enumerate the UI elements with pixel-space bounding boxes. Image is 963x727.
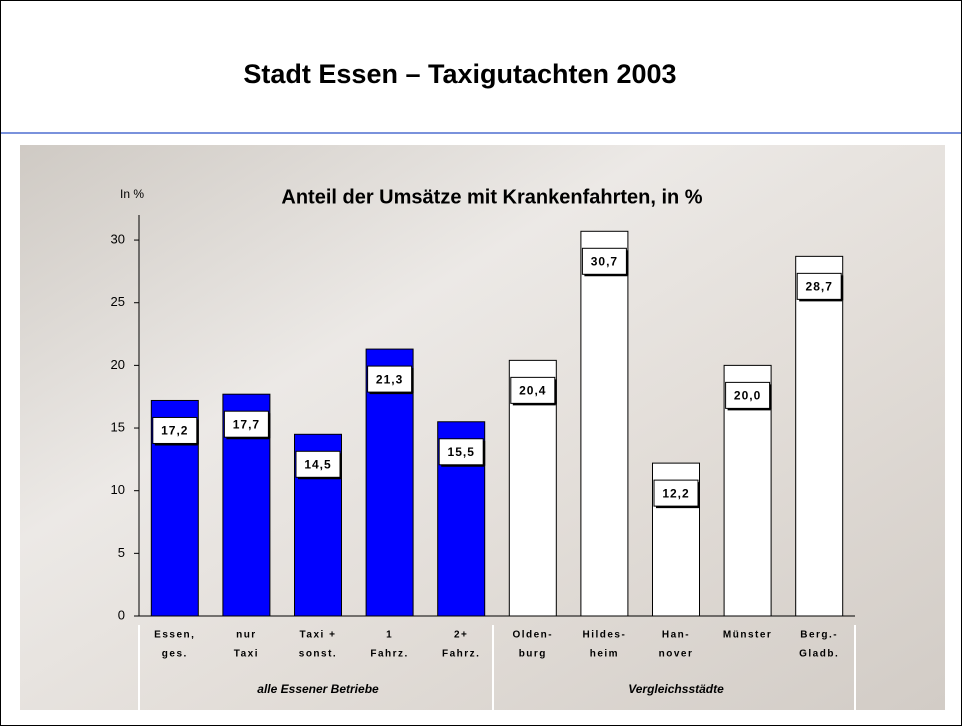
x-tick-label: burg — [519, 649, 547, 660]
x-tick-label: Taxi + — [300, 630, 337, 641]
chart-title: Anteil der Umsätze mit Krankenfahrten, i… — [281, 186, 702, 208]
x-tick-label: Olden- — [512, 630, 553, 641]
x-tick-label: 2+ — [454, 630, 468, 641]
group-label: Vergleichsstädte — [628, 682, 724, 696]
bar — [581, 231, 628, 616]
value-label: 28,7 — [806, 280, 833, 294]
slide: Stadt Essen – Taxigutachten 2003 Anteil … — [0, 0, 963, 727]
bar — [796, 256, 843, 616]
x-tick-label: 1 — [386, 630, 393, 641]
x-tick-label: Berg.- — [800, 630, 838, 641]
value-label: 12,2 — [662, 486, 689, 500]
y-tick-label: 10 — [111, 482, 125, 497]
value-label: 21,3 — [376, 372, 403, 386]
x-tick-label: Münster — [723, 630, 772, 641]
group-label: alle Essener Betriebe — [257, 682, 379, 696]
y-tick-label: 0 — [118, 607, 125, 622]
value-label: 30,7 — [591, 254, 618, 268]
value-label: 17,7 — [233, 417, 260, 431]
y-tick-label: 15 — [111, 419, 125, 434]
y-axis-label: In % — [120, 187, 144, 201]
x-tick-label: Hildes- — [582, 630, 626, 641]
x-tick-label: ges. — [162, 649, 188, 660]
x-tick-label: heim — [590, 649, 619, 660]
value-label: 17,2 — [161, 424, 188, 438]
y-tick-label: 25 — [111, 294, 125, 309]
x-tick-label: nur — [236, 630, 257, 641]
x-tick-label: Gladb. — [799, 649, 839, 660]
x-tick-label: Fahrz. — [442, 649, 480, 660]
slide-title: Stadt Essen – Taxigutachten 2003 — [243, 59, 676, 89]
x-tick-label: Fahrz. — [370, 649, 408, 660]
y-tick-label: 5 — [118, 545, 125, 560]
x-tick-label: Taxi — [234, 649, 259, 660]
x-tick-label: nover — [659, 649, 694, 660]
y-tick-label: 20 — [111, 357, 125, 372]
value-label: 15,5 — [448, 445, 475, 459]
x-tick-label: Essen, — [154, 630, 195, 641]
x-tick-label: sonst. — [299, 649, 337, 660]
value-label: 20,4 — [519, 384, 546, 398]
x-tick-label: Han- — [662, 630, 690, 641]
value-label: 14,5 — [304, 457, 331, 471]
y-tick-label: 30 — [111, 232, 125, 247]
value-label: 20,0 — [734, 389, 761, 403]
